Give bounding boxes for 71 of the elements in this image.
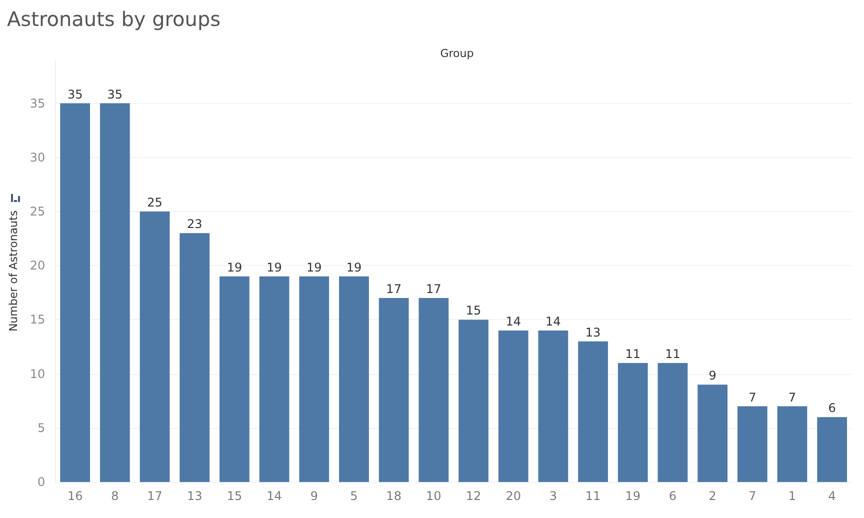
bar <box>458 320 488 482</box>
data-label: 19 <box>266 260 282 274</box>
data-label: 35 <box>67 87 83 102</box>
data-label: 6 <box>828 401 836 416</box>
y-tick-label: 15 <box>30 312 46 327</box>
x-tick-label: 17 <box>147 489 162 503</box>
x-tick-label: 5 <box>350 489 358 503</box>
bar <box>180 233 210 482</box>
x-tick-label: 4 <box>828 489 836 503</box>
x-tick-label: 3 <box>549 489 558 503</box>
bar <box>299 276 330 482</box>
data-label: 35 <box>107 87 123 102</box>
bar <box>777 406 808 482</box>
data-label: 19 <box>226 260 242 274</box>
x-tick-label: 11 <box>585 489 601 503</box>
data-label: 14 <box>506 314 521 329</box>
data-label: 19 <box>346 260 362 274</box>
x-tick-label: 2 <box>708 489 716 503</box>
data-label: 13 <box>585 325 601 340</box>
y-axis-title: Number of Astronauts <box>7 210 20 332</box>
y-tick-label: 5 <box>38 420 46 435</box>
x-tick-label: 10 <box>426 489 442 503</box>
bar <box>220 276 250 482</box>
data-label: 17 <box>386 282 402 296</box>
bar <box>538 330 568 482</box>
data-label: 7 <box>748 390 756 404</box>
data-label: 7 <box>788 390 796 404</box>
x-tick-label: 14 <box>266 489 282 503</box>
bar <box>658 362 688 482</box>
y-tick-label: 25 <box>30 204 46 218</box>
data-label: 11 <box>665 346 680 361</box>
data-label: 15 <box>466 304 482 318</box>
bar <box>259 276 290 482</box>
bar <box>737 406 768 482</box>
y-tick-label: 30 <box>30 150 46 164</box>
chart-title: Astronauts by groups <box>7 7 221 31</box>
bar <box>817 417 848 482</box>
bar <box>418 298 449 482</box>
y-tick-label: 20 <box>30 258 46 273</box>
x-tick-label: 13 <box>186 489 202 503</box>
y-tick-label: 10 <box>30 366 46 381</box>
bar <box>100 103 130 482</box>
x-tick-label: 8 <box>111 489 119 503</box>
data-label: 14 <box>546 314 561 329</box>
x-tick-label: 15 <box>226 489 242 503</box>
data-label: 9 <box>708 368 716 383</box>
bar <box>618 362 648 482</box>
bar <box>140 211 170 482</box>
x-tick-label: 16 <box>67 489 83 503</box>
data-label: 19 <box>306 260 322 274</box>
x-tick-label: 18 <box>386 489 402 503</box>
x-tick-label: 7 <box>748 489 756 503</box>
x-tick-label: 1 <box>788 489 796 503</box>
bar <box>339 276 369 482</box>
x-tick-label: 9 <box>310 489 318 503</box>
x-tick-label: 12 <box>466 489 482 503</box>
bar <box>60 103 90 482</box>
y-tick-label: 35 <box>30 96 46 110</box>
bar <box>498 330 528 482</box>
data-label: 23 <box>186 217 202 232</box>
bar <box>698 384 728 482</box>
bar <box>378 298 409 482</box>
data-label: 11 <box>625 346 641 361</box>
x-tick-label: 20 <box>506 489 521 503</box>
bar <box>578 341 608 482</box>
data-label: 25 <box>147 195 162 210</box>
x-axis-title: Group <box>440 47 474 60</box>
x-tick-label: 19 <box>625 489 641 503</box>
x-tick-label: 6 <box>668 489 677 503</box>
data-label: 17 <box>426 282 442 296</box>
y-tick-label: 0 <box>38 475 46 489</box>
